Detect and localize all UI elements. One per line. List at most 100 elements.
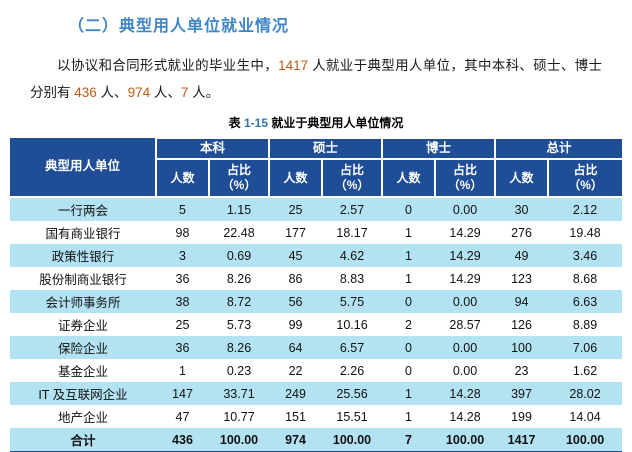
table-cell: 36 xyxy=(175,340,190,355)
table-cell: 100.00 xyxy=(332,432,372,447)
table-cell: 0.00 xyxy=(452,340,478,355)
paragraph-text: 人。 xyxy=(188,85,220,100)
table-row: IT 及互联网企业 147 33.71 249 25.56 1 14.28 397 28.02 xyxy=(10,382,623,405)
table-cell: 0.00 xyxy=(452,294,478,309)
table-cell: 22.48 xyxy=(223,225,255,240)
table-cell: 249 xyxy=(285,386,306,401)
highlight-number: 436 xyxy=(74,85,97,100)
table-cell: 94 xyxy=(514,294,529,309)
subheader-count: 人数 xyxy=(268,158,324,198)
table-row: 政策性银行 3 0.69 45 4.62 1 14.29 49 3.46 xyxy=(10,244,623,267)
table-cell: 14.29 xyxy=(449,271,481,286)
table-cell: 45 xyxy=(288,248,303,263)
table-cell: 64 xyxy=(288,340,303,355)
subheader-percent-line2: （%） xyxy=(221,178,257,192)
table-caption-title: 就业于典型用人单位情况 xyxy=(271,116,404,130)
table-cell: 25 xyxy=(175,317,190,332)
table-cell: 974 xyxy=(285,432,306,447)
table-cell: 30 xyxy=(514,202,529,217)
table-cell: 5 xyxy=(179,202,186,217)
subheader-count: 人数 xyxy=(381,158,437,198)
table-cell: 100 xyxy=(511,340,532,355)
table-cell: 56 xyxy=(288,294,303,309)
row-label: IT 及互联网企业 xyxy=(38,388,128,402)
table-cell: 8.83 xyxy=(339,271,365,286)
table-cell: 100.00 xyxy=(219,432,259,447)
table-cell: 276 xyxy=(511,225,532,240)
table-cell: 0 xyxy=(405,202,412,217)
subheader-percent-line2: （%） xyxy=(447,178,483,192)
subheader-percent-line1: 占比 xyxy=(453,163,478,177)
table-cell: 0 xyxy=(405,294,412,309)
row-label: 政策性银行 xyxy=(51,250,115,264)
table-cell: 6.57 xyxy=(339,340,365,355)
table-cell: 38 xyxy=(175,294,190,309)
subheader-percent-line1: 占比 xyxy=(573,163,598,177)
table-cell: 7 xyxy=(405,432,412,447)
table-row: 基金企业 1 0.23 22 2.26 0 0.00 23 1.62 xyxy=(10,359,623,382)
table-cell: 3.46 xyxy=(572,248,598,263)
table-caption: 表 1-15 就业于典型用人单位情况 xyxy=(0,114,632,131)
table-cell: 8.26 xyxy=(226,271,252,286)
table-cell: 25 xyxy=(288,202,303,217)
intro-paragraph: 以协议和合同形式就业的毕业生中，1417 人就业于典型用人单位，其中本科、硕士、… xyxy=(30,52,602,106)
table-cell: 98 xyxy=(175,225,190,240)
subheader-percent-line1: 占比 xyxy=(227,163,252,177)
row-label: 地产企业 xyxy=(57,411,108,425)
table-caption-prefix: 表 xyxy=(228,116,241,130)
table-cell: 18.17 xyxy=(336,225,368,240)
table-cell: 49 xyxy=(514,248,529,263)
table-cell: 0 xyxy=(405,363,412,378)
table-cell: 14.28 xyxy=(449,409,481,424)
table-number: 1-15 xyxy=(243,116,269,130)
table-cell: 1 xyxy=(405,386,412,401)
table-cell: 2.12 xyxy=(572,202,598,217)
highlight-number: 974 xyxy=(127,85,151,100)
subheader-count: 人数 xyxy=(156,158,210,198)
table-cell: 47 xyxy=(175,409,190,424)
paragraph-text: 人、 xyxy=(150,85,181,100)
table-cell: 1 xyxy=(405,409,412,424)
column-group-total: 总计 xyxy=(494,137,623,160)
table-cell: 14.04 xyxy=(569,409,601,424)
table-cell: 0 xyxy=(405,340,412,355)
table-cell: 86 xyxy=(288,271,303,286)
table-cell: 7.06 xyxy=(572,340,598,355)
table-row: 保险企业 36 8.26 64 6.57 0 0.00 100 7.06 xyxy=(10,336,623,359)
table-cell: 1 xyxy=(405,225,412,240)
table-cell: 100.00 xyxy=(445,432,485,447)
table-cell: 0.00 xyxy=(452,202,478,217)
table-cell: 10.16 xyxy=(336,317,368,332)
table-cell: 1 xyxy=(179,363,186,378)
table-cell: 5.75 xyxy=(339,294,365,309)
table-cell: 397 xyxy=(511,386,532,401)
row-label: 基金企业 xyxy=(57,365,108,379)
table-row: 会计师事务所 38 8.72 56 5.75 0 0.00 94 6.63 xyxy=(10,290,623,313)
table-cell: 1.15 xyxy=(226,202,252,217)
subheader-percent: 占比 （%） xyxy=(321,158,384,198)
table-cell: 8.68 xyxy=(572,271,598,286)
table-cell: 6.63 xyxy=(572,294,598,309)
table-row: 证券企业 25 5.73 99 10.16 2 28.57 126 8.89 xyxy=(10,313,623,336)
subheader-percent-line1: 占比 xyxy=(340,163,365,177)
column-header-unit: 典型用人单位 xyxy=(10,138,157,198)
paragraph-text: 以协议和合同形式就业的毕业生中， xyxy=(57,58,279,73)
table-row: 一行两会 5 1.15 25 2.57 0 0.00 30 2.12 xyxy=(10,197,623,221)
table-cell: 36 xyxy=(175,271,190,286)
table-cell: 5.73 xyxy=(226,317,252,332)
table-cell: 1417 xyxy=(507,432,536,447)
subheader-percent: 占比 （%） xyxy=(207,158,271,198)
table-row: 国有商业银行 98 22.48 177 18.17 1 14.29 276 19.48 xyxy=(10,221,623,244)
highlight-number: 1417 xyxy=(278,58,309,73)
row-label: 合计 xyxy=(70,434,96,448)
row-label: 会计师事务所 xyxy=(45,296,121,310)
highlight-number: 7 xyxy=(180,85,189,100)
table-cell: 4.62 xyxy=(339,248,365,263)
column-group-bachelor: 本科 xyxy=(154,137,271,160)
employment-table: 典型用人单位 本科 硕士 博士 总计 人数 占比 （%） 人数 占比 （%） 人数 … xyxy=(10,137,623,452)
table-cell: 151 xyxy=(285,409,306,424)
table-row: 股份制商业银行 36 8.26 86 8.83 1 14.29 123 8.68 xyxy=(10,267,623,290)
column-group-master: 硕士 xyxy=(268,137,384,160)
table-cell: 1 xyxy=(405,248,412,263)
subheader-percent-line2: （%） xyxy=(568,178,603,192)
